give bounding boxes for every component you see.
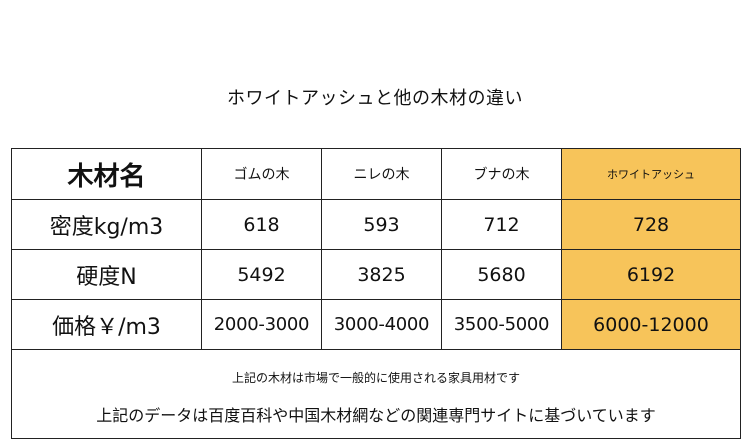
notes-cell: 上記の木材は市場で一般的に使用される家具用材です 上記のデータは百度百科や中国木… xyxy=(11,349,741,439)
cell-density-elm: 593 xyxy=(321,199,442,250)
note-furniture-wood: 上記の木材は市場で一般的に使用される家具用材です xyxy=(231,370,520,385)
cell-hardness-white-ash: 6192 xyxy=(561,249,741,300)
row-label-hardness: 硬度N xyxy=(11,249,202,300)
table-row-price: 価格￥/m3 2000-3000 3000-4000 3500-5000 600… xyxy=(11,299,741,350)
cell-density-white-ash: 728 xyxy=(561,199,741,250)
table-notes-row: 上記の木材は市場で一般的に使用される家具用材です 上記のデータは百度百科や中国木… xyxy=(11,349,741,439)
page-title: ホワイトアッシュと他の木材の違い xyxy=(227,88,523,109)
cell-density-rubberwood: 618 xyxy=(201,199,322,250)
cell-hardness-rubberwood: 5492 xyxy=(201,249,322,300)
table-row-density: 密度kg/m3 618 593 712 728 xyxy=(11,199,741,250)
cell-price-white-ash: 6000-12000 xyxy=(561,299,741,350)
row-label-price: 価格￥/m3 xyxy=(11,299,202,350)
column-header-rubberwood: ゴムの木 xyxy=(201,148,322,200)
row-label-density: 密度kg/m3 xyxy=(11,199,202,250)
cell-density-beech: 712 xyxy=(441,199,562,250)
cell-hardness-beech: 5680 xyxy=(441,249,562,300)
header-label-wood-name: 木材名 xyxy=(11,148,202,200)
table-header-row: 木材名 ゴムの木 ニレの木 ブナの木 ホワイトアッシュ xyxy=(11,148,741,200)
wood-comparison-table: 木材名 ゴムの木 ニレの木 ブナの木 ホワイトアッシュ 密度kg/m3 618 … xyxy=(11,148,741,439)
table-row-hardness: 硬度N 5492 3825 5680 6192 xyxy=(11,249,741,300)
column-header-beech: ブナの木 xyxy=(441,148,562,200)
cell-hardness-elm: 3825 xyxy=(321,249,442,300)
column-header-white-ash: ホワイトアッシュ xyxy=(561,148,741,200)
cell-price-rubberwood: 2000-3000 xyxy=(201,299,322,350)
cell-price-beech: 3500-5000 xyxy=(441,299,562,350)
note-data-source: 上記のデータは百度百科や中国木材網などの関連専門サイトに基づいています xyxy=(96,405,656,425)
column-header-elm: ニレの木 xyxy=(321,148,442,200)
cell-price-elm: 3000-4000 xyxy=(321,299,442,350)
